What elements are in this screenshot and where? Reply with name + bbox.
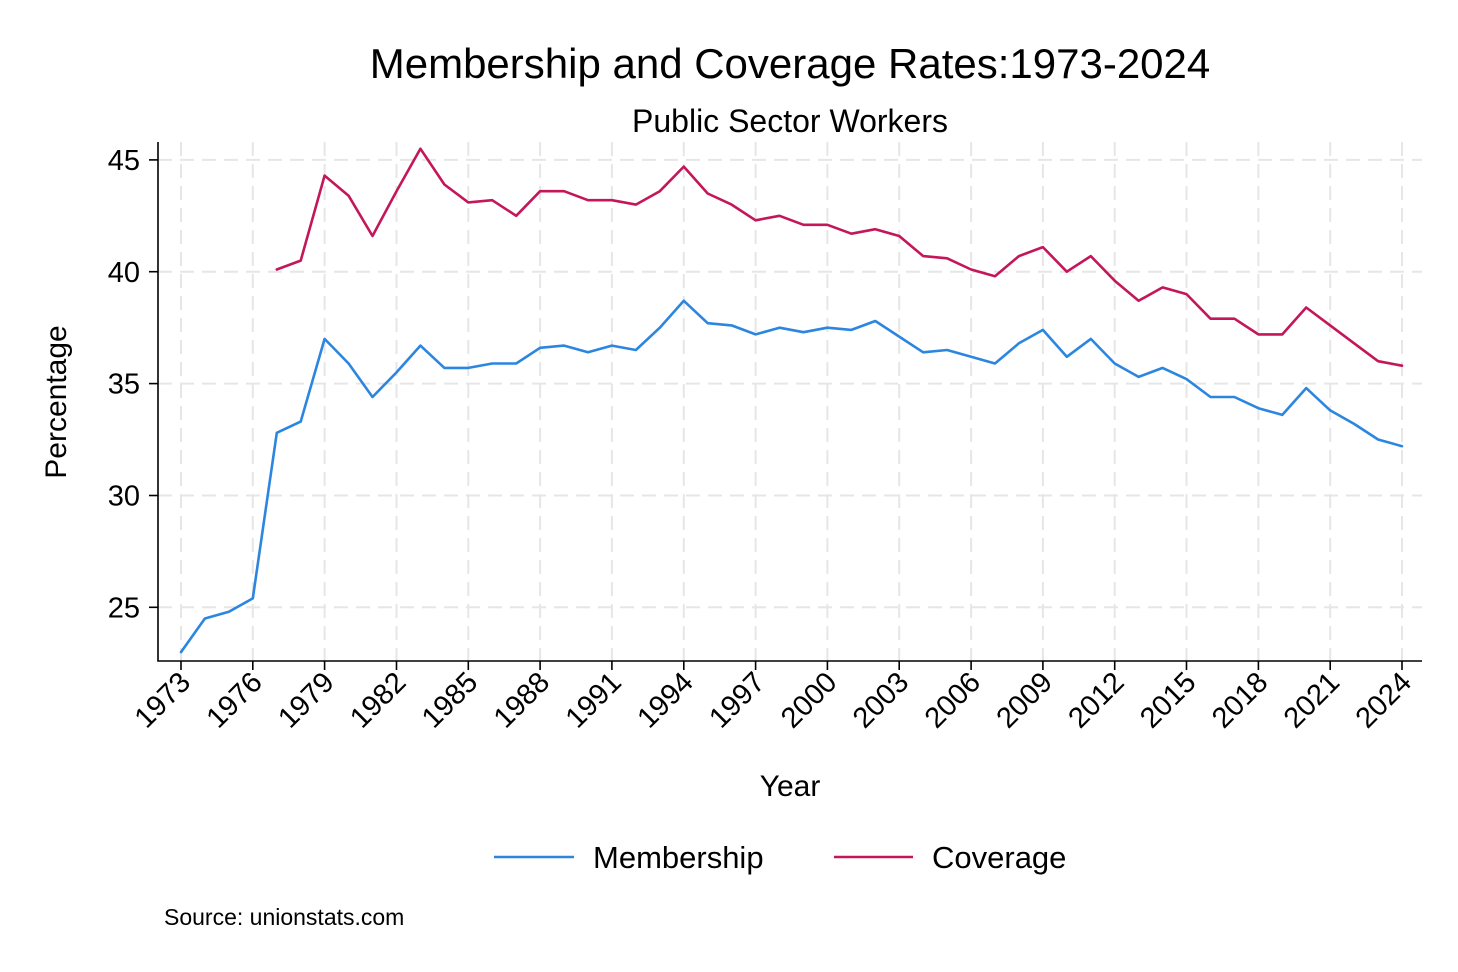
x-axis-ticks: 1973 1976 1979 1982 1985 1988 1991 1994 1997 2000…	[129, 661, 1418, 735]
series-lines	[179, 147, 1404, 654]
y-tick-label: 25	[108, 592, 140, 624]
series-line-membership	[179, 299, 1404, 654]
x-tick-label: 2003	[847, 666, 915, 734]
x-tick-label: 1997	[703, 666, 771, 734]
x-tick-label: 1973	[129, 666, 197, 734]
legend-label-membership: Membership	[593, 840, 764, 875]
x-tick-label: 1985	[416, 666, 484, 734]
y-tick-label: 45	[108, 145, 140, 177]
x-tick-label: 2015	[1134, 666, 1202, 734]
x-tick-label: 1976	[201, 666, 269, 734]
x-tick-label: 2021	[1278, 666, 1346, 734]
x-tick-label: 1994	[631, 666, 699, 734]
chart-title: Membership and Coverage Rates:1973-2024	[370, 40, 1211, 87]
y-tick-label: 30	[108, 480, 140, 512]
series-line-coverage	[275, 147, 1404, 368]
x-tick-label: 1979	[272, 666, 340, 734]
x-tick-label: 2024	[1350, 666, 1418, 734]
legend-label-coverage: Coverage	[932, 840, 1066, 875]
x-tick-label: 2012	[1062, 666, 1130, 734]
x-tick-label: 1991	[560, 666, 628, 734]
grid	[158, 142, 1422, 661]
chart-subtitle: Public Sector Workers	[632, 103, 948, 139]
legend: Membership Coverage	[494, 840, 1066, 875]
x-tick-label: 2000	[775, 666, 843, 734]
x-tick-label: 2006	[919, 666, 987, 734]
source-note: Source: unionstats.com	[164, 904, 404, 930]
x-axis-title: Year	[760, 770, 821, 803]
x-tick-label: 1988	[488, 666, 556, 734]
x-tick-label: 2018	[1206, 666, 1274, 734]
y-tick-label: 40	[108, 257, 140, 289]
y-axis-title: Percentage	[40, 325, 73, 478]
x-tick-label: 2009	[991, 666, 1059, 734]
axes	[157, 142, 1422, 662]
axis-frame	[157, 142, 1422, 662]
y-axis-ticks: 25 30 35 40 45	[108, 145, 158, 624]
x-tick-label: 1982	[344, 666, 412, 734]
y-tick-label: 35	[108, 369, 140, 401]
